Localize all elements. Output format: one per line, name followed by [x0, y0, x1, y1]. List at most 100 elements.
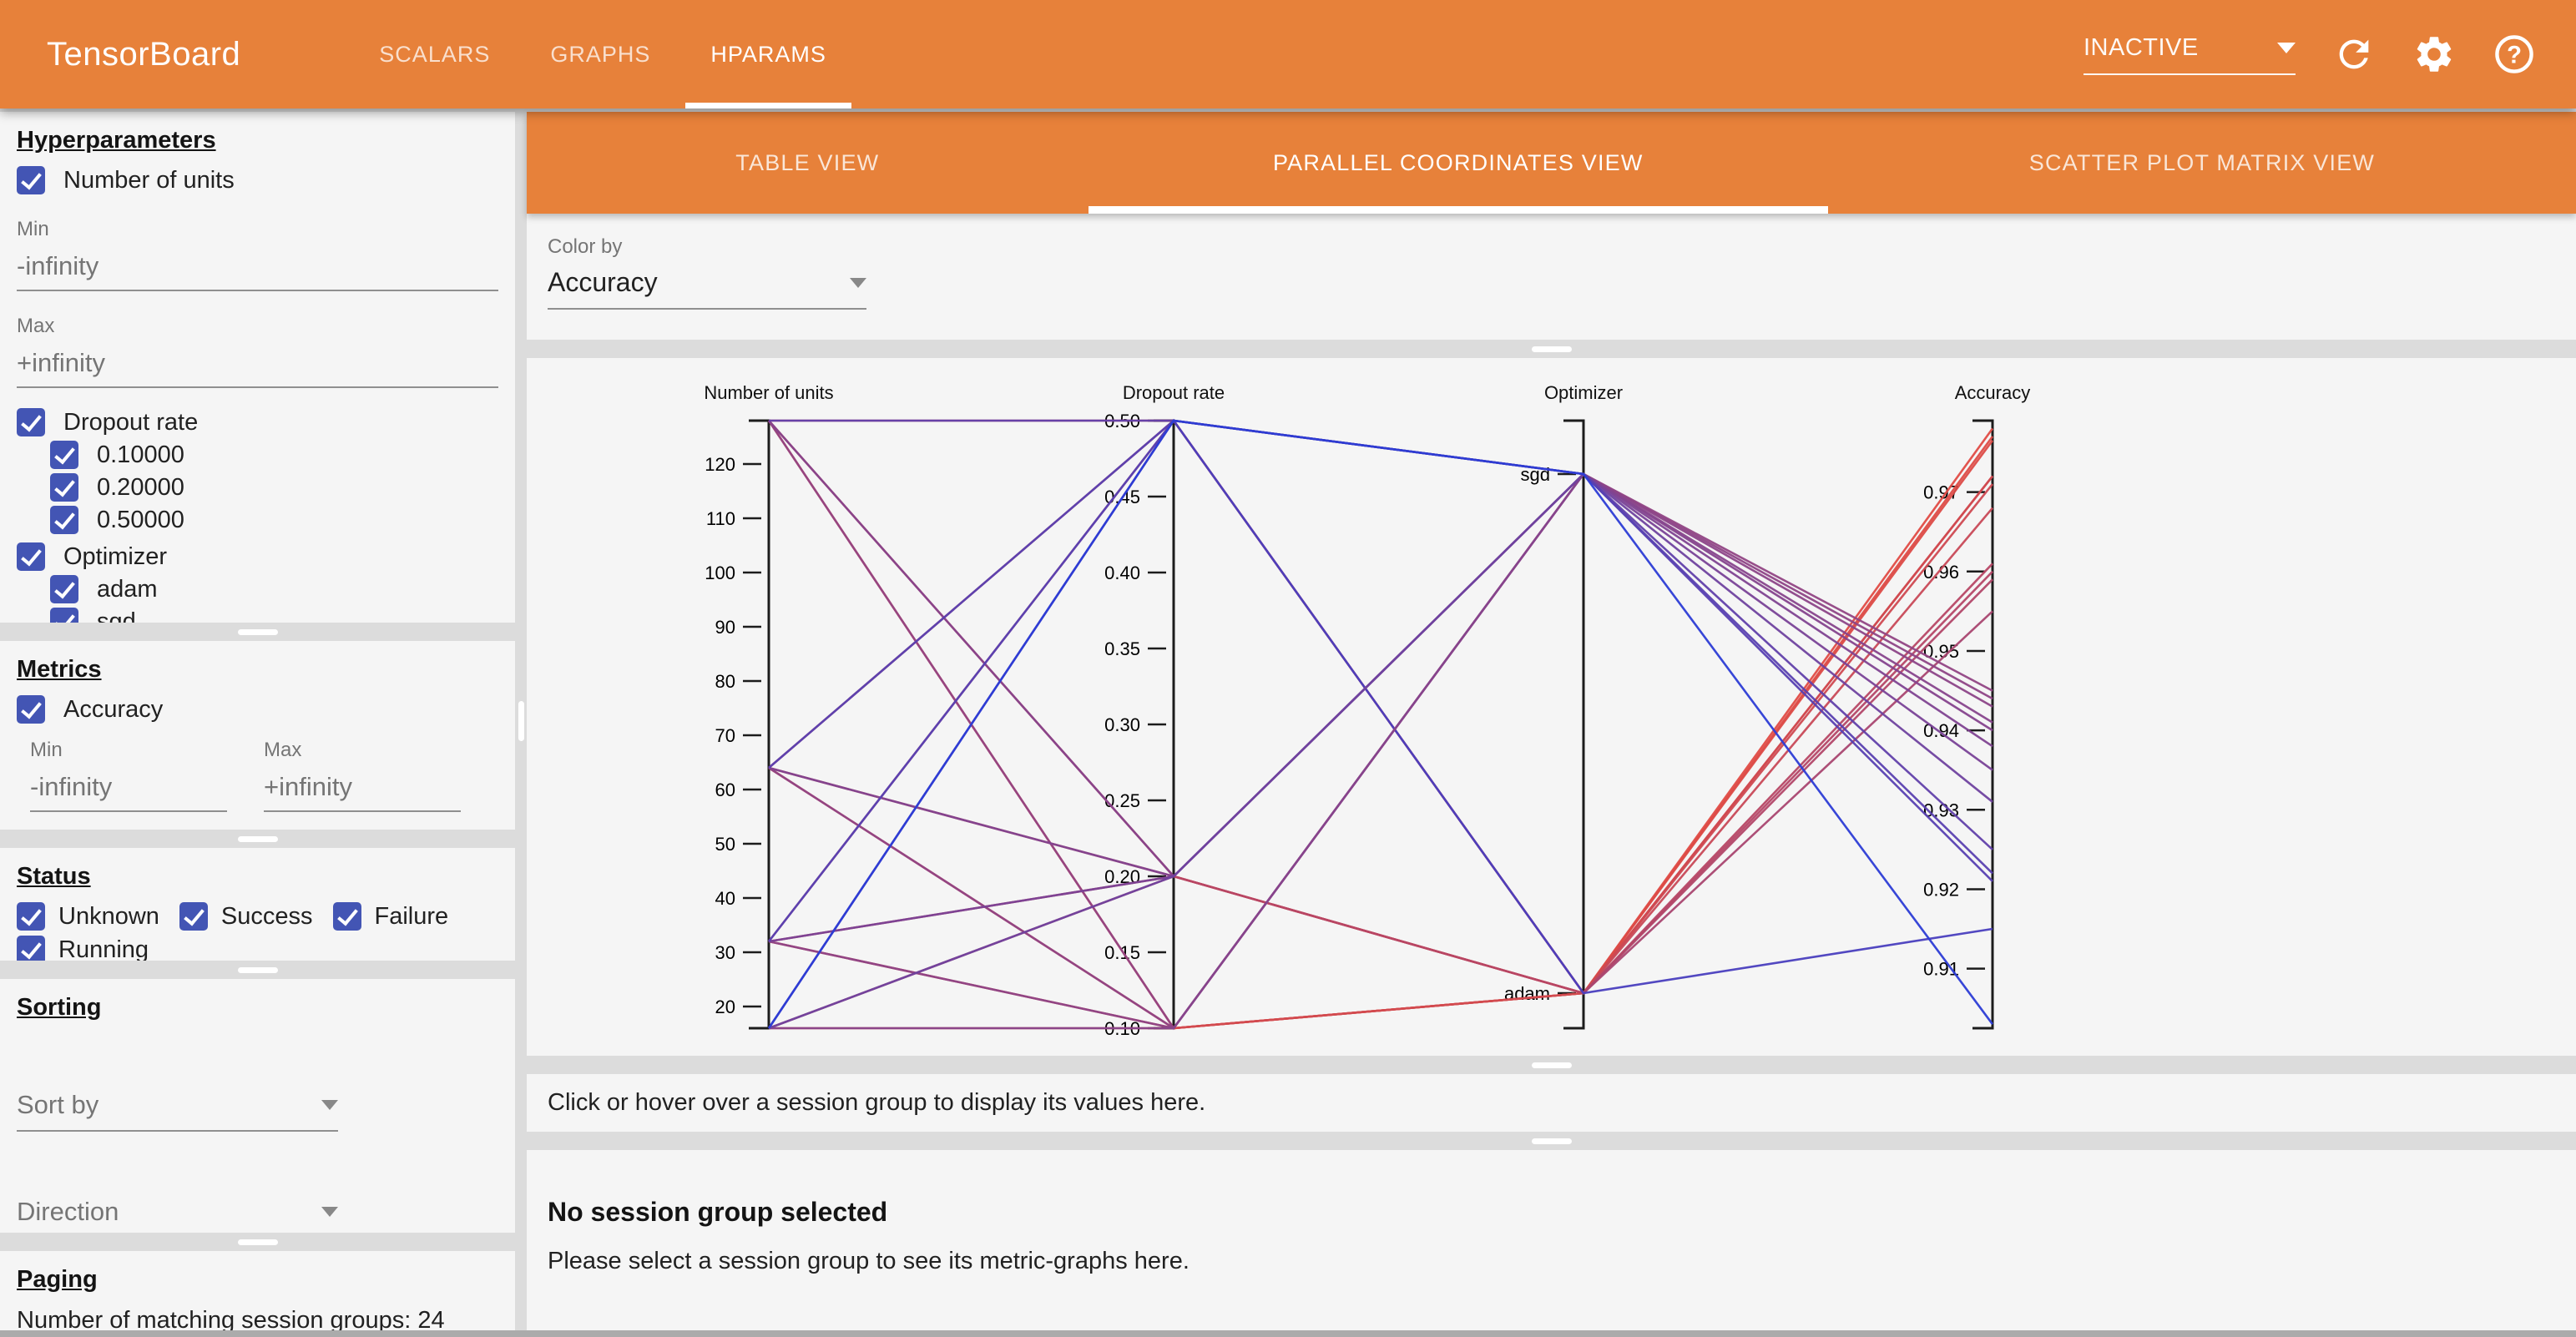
view-tabs: TABLE VIEW PARALLEL COORDINATES VIEW SCA… [527, 112, 2576, 214]
units-max-input[interactable]: +infinity [17, 348, 498, 388]
dropout-value-label: 0.10000 [97, 441, 184, 468]
status-title: Status [17, 863, 91, 890]
tab-scalars[interactable]: SCALARS [379, 41, 491, 67]
svg-text:Number of units: Number of units [704, 382, 833, 403]
status-label: Failure [374, 902, 449, 930]
checkbox-dropout-0.50000[interactable] [50, 506, 78, 534]
svg-text:adam: adam [1504, 983, 1550, 1004]
drag-handle[interactable] [1531, 1062, 1572, 1068]
svg-text:0.35: 0.35 [1104, 638, 1140, 659]
hyperparameters-card: Hyperparameters Number of units Min -inf… [0, 112, 515, 623]
metric-max-input[interactable]: +infinity [264, 772, 461, 812]
checkbox-status-running[interactable] [17, 936, 45, 961]
window-bottom-scrollbar[interactable] [0, 1330, 2576, 1337]
sorting-title: Sorting [17, 994, 102, 1021]
status-dropdown[interactable]: INACTIVE [2084, 34, 2296, 75]
svg-text:0.40: 0.40 [1104, 563, 1140, 583]
metric-max-label: Max [264, 739, 302, 761]
sort-by-dropdown[interactable]: Sort by [17, 1090, 338, 1132]
metric-min-label: Min [30, 739, 63, 761]
tab-hparams[interactable]: HPARAMS [680, 0, 856, 108]
svg-text:0.30: 0.30 [1104, 714, 1140, 735]
svg-text:0.96: 0.96 [1923, 562, 1959, 583]
drag-handle[interactable] [237, 835, 278, 842]
checkbox-optimizer-adam[interactable] [50, 575, 78, 603]
tab-scatter-plot-matrix-view[interactable]: SCATTER PLOT MATRIX VIEW [2028, 149, 2376, 175]
svg-text:40: 40 [715, 888, 735, 909]
metric-accuracy: Accuracy [17, 695, 498, 724]
svg-text:0.91: 0.91 [1923, 959, 1959, 980]
checkbox-dropout-rate[interactable] [17, 408, 45, 436]
dropout-value-label: 0.20000 [97, 473, 184, 501]
svg-text:0.92: 0.92 [1923, 879, 1959, 900]
checkbox-dropout-0.10000[interactable] [50, 441, 78, 469]
hparam-dropout-rate: Dropout rate [17, 408, 498, 436]
status-option-success: Success [179, 902, 313, 931]
svg-text:Optimizer: Optimizer [1544, 382, 1623, 403]
svg-text:80: 80 [715, 671, 735, 692]
sorting-card: Sorting Sort by Direction [0, 979, 515, 1233]
dropout-value-row: 0.20000 [50, 473, 498, 502]
tab-parallel-coordinates-view[interactable]: PARALLEL COORDINATES VIEW [1088, 112, 1829, 214]
status-label: Unknown [58, 902, 159, 930]
checkbox-number-of-units[interactable] [17, 166, 45, 194]
svg-text:100: 100 [705, 563, 735, 583]
checkbox-status-unknown[interactable] [17, 902, 45, 931]
parallel-coordinates-svg[interactable]: Number of units 20 30 40 50 60 70 80 90 100 110 120… [527, 358, 2576, 1056]
panel-divider [527, 1132, 2576, 1150]
color-by-panel: Color by Accuracy [527, 214, 2576, 340]
checkbox-status-failure[interactable] [332, 902, 361, 931]
direction-value: Direction [17, 1197, 119, 1226]
metrics-title: Metrics [17, 656, 102, 683]
sidebar-section-divider [0, 623, 515, 641]
top-bar-actions: INACTIVE ? [2084, 33, 2536, 76]
plugin-tabs: SCALARS GRAPHS HPARAMS [349, 0, 856, 108]
chevron-down-icon [321, 1207, 338, 1217]
session-values-panel: Click or hover over a session group to d… [527, 1074, 2576, 1132]
sidebar-resize-handle[interactable] [518, 701, 524, 741]
status-option-failure: Failure [332, 902, 449, 931]
drag-handle[interactable] [1531, 1138, 1572, 1144]
color-by-value: Accuracy [548, 267, 658, 297]
svg-text:110: 110 [706, 508, 735, 529]
optimizer-value-label: sgd [97, 608, 136, 623]
dropout-value-row: 0.10000 [50, 441, 498, 469]
metric-min-input[interactable]: -infinity [30, 772, 227, 812]
svg-text:60: 60 [715, 779, 735, 800]
units-min-label: Min [17, 218, 49, 240]
hparam-number-of-units: Number of units [17, 166, 498, 194]
optimizer-value-label: adam [97, 575, 158, 603]
checkbox-optimizer[interactable] [17, 542, 45, 571]
drag-handle[interactable] [237, 966, 278, 973]
no-session-heading: No session group selected [548, 1197, 888, 1227]
status-option-unknown: Unknown [17, 902, 159, 931]
color-by-dropdown[interactable]: Accuracy [548, 267, 866, 310]
parallel-coordinates-plot[interactable]: Number of units 20 30 40 50 60 70 80 90 100 110 120… [527, 358, 2576, 1056]
units-min-input[interactable]: -infinity [17, 251, 498, 291]
svg-text:0.25: 0.25 [1104, 790, 1140, 811]
hparams-sidebar: Hyperparameters Number of units Min -inf… [0, 112, 515, 1337]
status-label: Running [58, 936, 149, 961]
drag-handle[interactable] [237, 628, 278, 635]
hparam-optimizer: Optimizer [17, 542, 498, 571]
svg-text:Dropout rate: Dropout rate [1123, 382, 1225, 403]
direction-dropdown[interactable]: Direction [17, 1197, 338, 1233]
checkbox-accuracy[interactable] [17, 695, 45, 724]
dropout-value-label: 0.50000 [97, 506, 184, 533]
help-icon[interactable]: ? [2493, 33, 2536, 76]
drag-handle[interactable] [237, 1239, 278, 1245]
checkbox-dropout-0.20000[interactable] [50, 473, 78, 502]
units-max-label: Max [17, 315, 55, 337]
checkbox-status-success[interactable] [179, 902, 208, 931]
hyperparameters-title: Hyperparameters [17, 127, 216, 154]
refresh-icon[interactable] [2332, 33, 2376, 76]
settings-gear-icon[interactable] [2412, 33, 2456, 76]
drag-handle[interactable] [1531, 346, 1572, 352]
chevron-down-icon [2277, 42, 2296, 53]
tab-table-view[interactable]: TABLE VIEW [735, 149, 880, 175]
hparam-label: Optimizer [63, 542, 168, 570]
paging-card: Paging Number of matching session groups… [0, 1251, 515, 1337]
values-hint-text: Click or hover over a session group to d… [548, 1089, 1206, 1116]
checkbox-optimizer-sgd[interactable] [50, 608, 78, 623]
tab-graphs[interactable]: GRAPHS [550, 41, 651, 67]
